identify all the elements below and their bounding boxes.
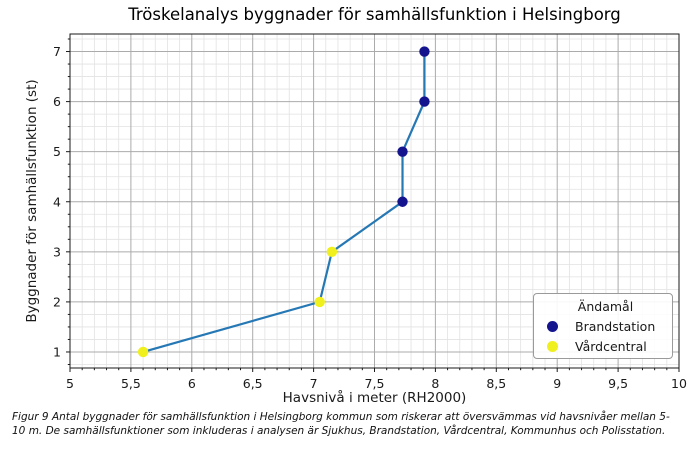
- x-tick-label: 6,5: [243, 376, 263, 391]
- x-axis-label: Havsnivå i meter (RH2000): [282, 390, 467, 406]
- legend: Ändamål Brandstation Vårdcentral: [533, 293, 673, 359]
- y-axis-label: Byggnader för samhällsfunktion (st): [24, 79, 40, 323]
- data-point: [397, 146, 408, 157]
- y-tick-label: 1: [53, 344, 61, 359]
- plot-frame: [69, 33, 680, 369]
- x-tick-label: 6: [188, 376, 196, 391]
- figure-caption: Figur 9 Antal byggnader för samhällsfunk…: [12, 411, 670, 438]
- y-tick-label: 7: [53, 44, 61, 59]
- legend-label: Vårdcentral: [575, 338, 647, 354]
- data-point: [326, 246, 338, 258]
- y-tick-label: 5: [53, 144, 61, 159]
- data-point: [419, 96, 430, 107]
- y-tick-label: 6: [53, 94, 61, 109]
- x-tick-label: 9,5: [608, 376, 628, 391]
- x-tick-label: 5,5: [121, 376, 141, 391]
- data-point: [419, 46, 430, 57]
- data-point: [314, 296, 325, 308]
- legend-entry-vardcentral: Vårdcentral: [547, 336, 664, 356]
- x-tick-label: 7,5: [365, 376, 385, 391]
- legend-entry-brandstation: Brandstation: [547, 316, 664, 336]
- data-point: [137, 346, 149, 358]
- x-tick-label: 5: [66, 376, 74, 391]
- y-tick-label: 4: [53, 194, 61, 209]
- legend-title: Ändamål: [577, 299, 634, 314]
- data-point: [397, 196, 408, 207]
- x-tick-label: 10: [671, 376, 687, 391]
- y-tick-label: 3: [53, 244, 61, 259]
- brandstation-marker-icon: [547, 320, 558, 332]
- chart-title: Tröskelanalys byggnader för samhällsfunk…: [128, 5, 621, 24]
- vardcentral-marker-icon: [547, 340, 558, 352]
- legend-label: Brandstation: [575, 318, 656, 334]
- x-tick-label: 9: [553, 376, 561, 391]
- y-tick-label: 2: [53, 294, 61, 309]
- x-tick-label: 8: [431, 376, 439, 391]
- x-tick-label: 7: [310, 376, 318, 391]
- x-tick-label: 8,5: [486, 376, 506, 391]
